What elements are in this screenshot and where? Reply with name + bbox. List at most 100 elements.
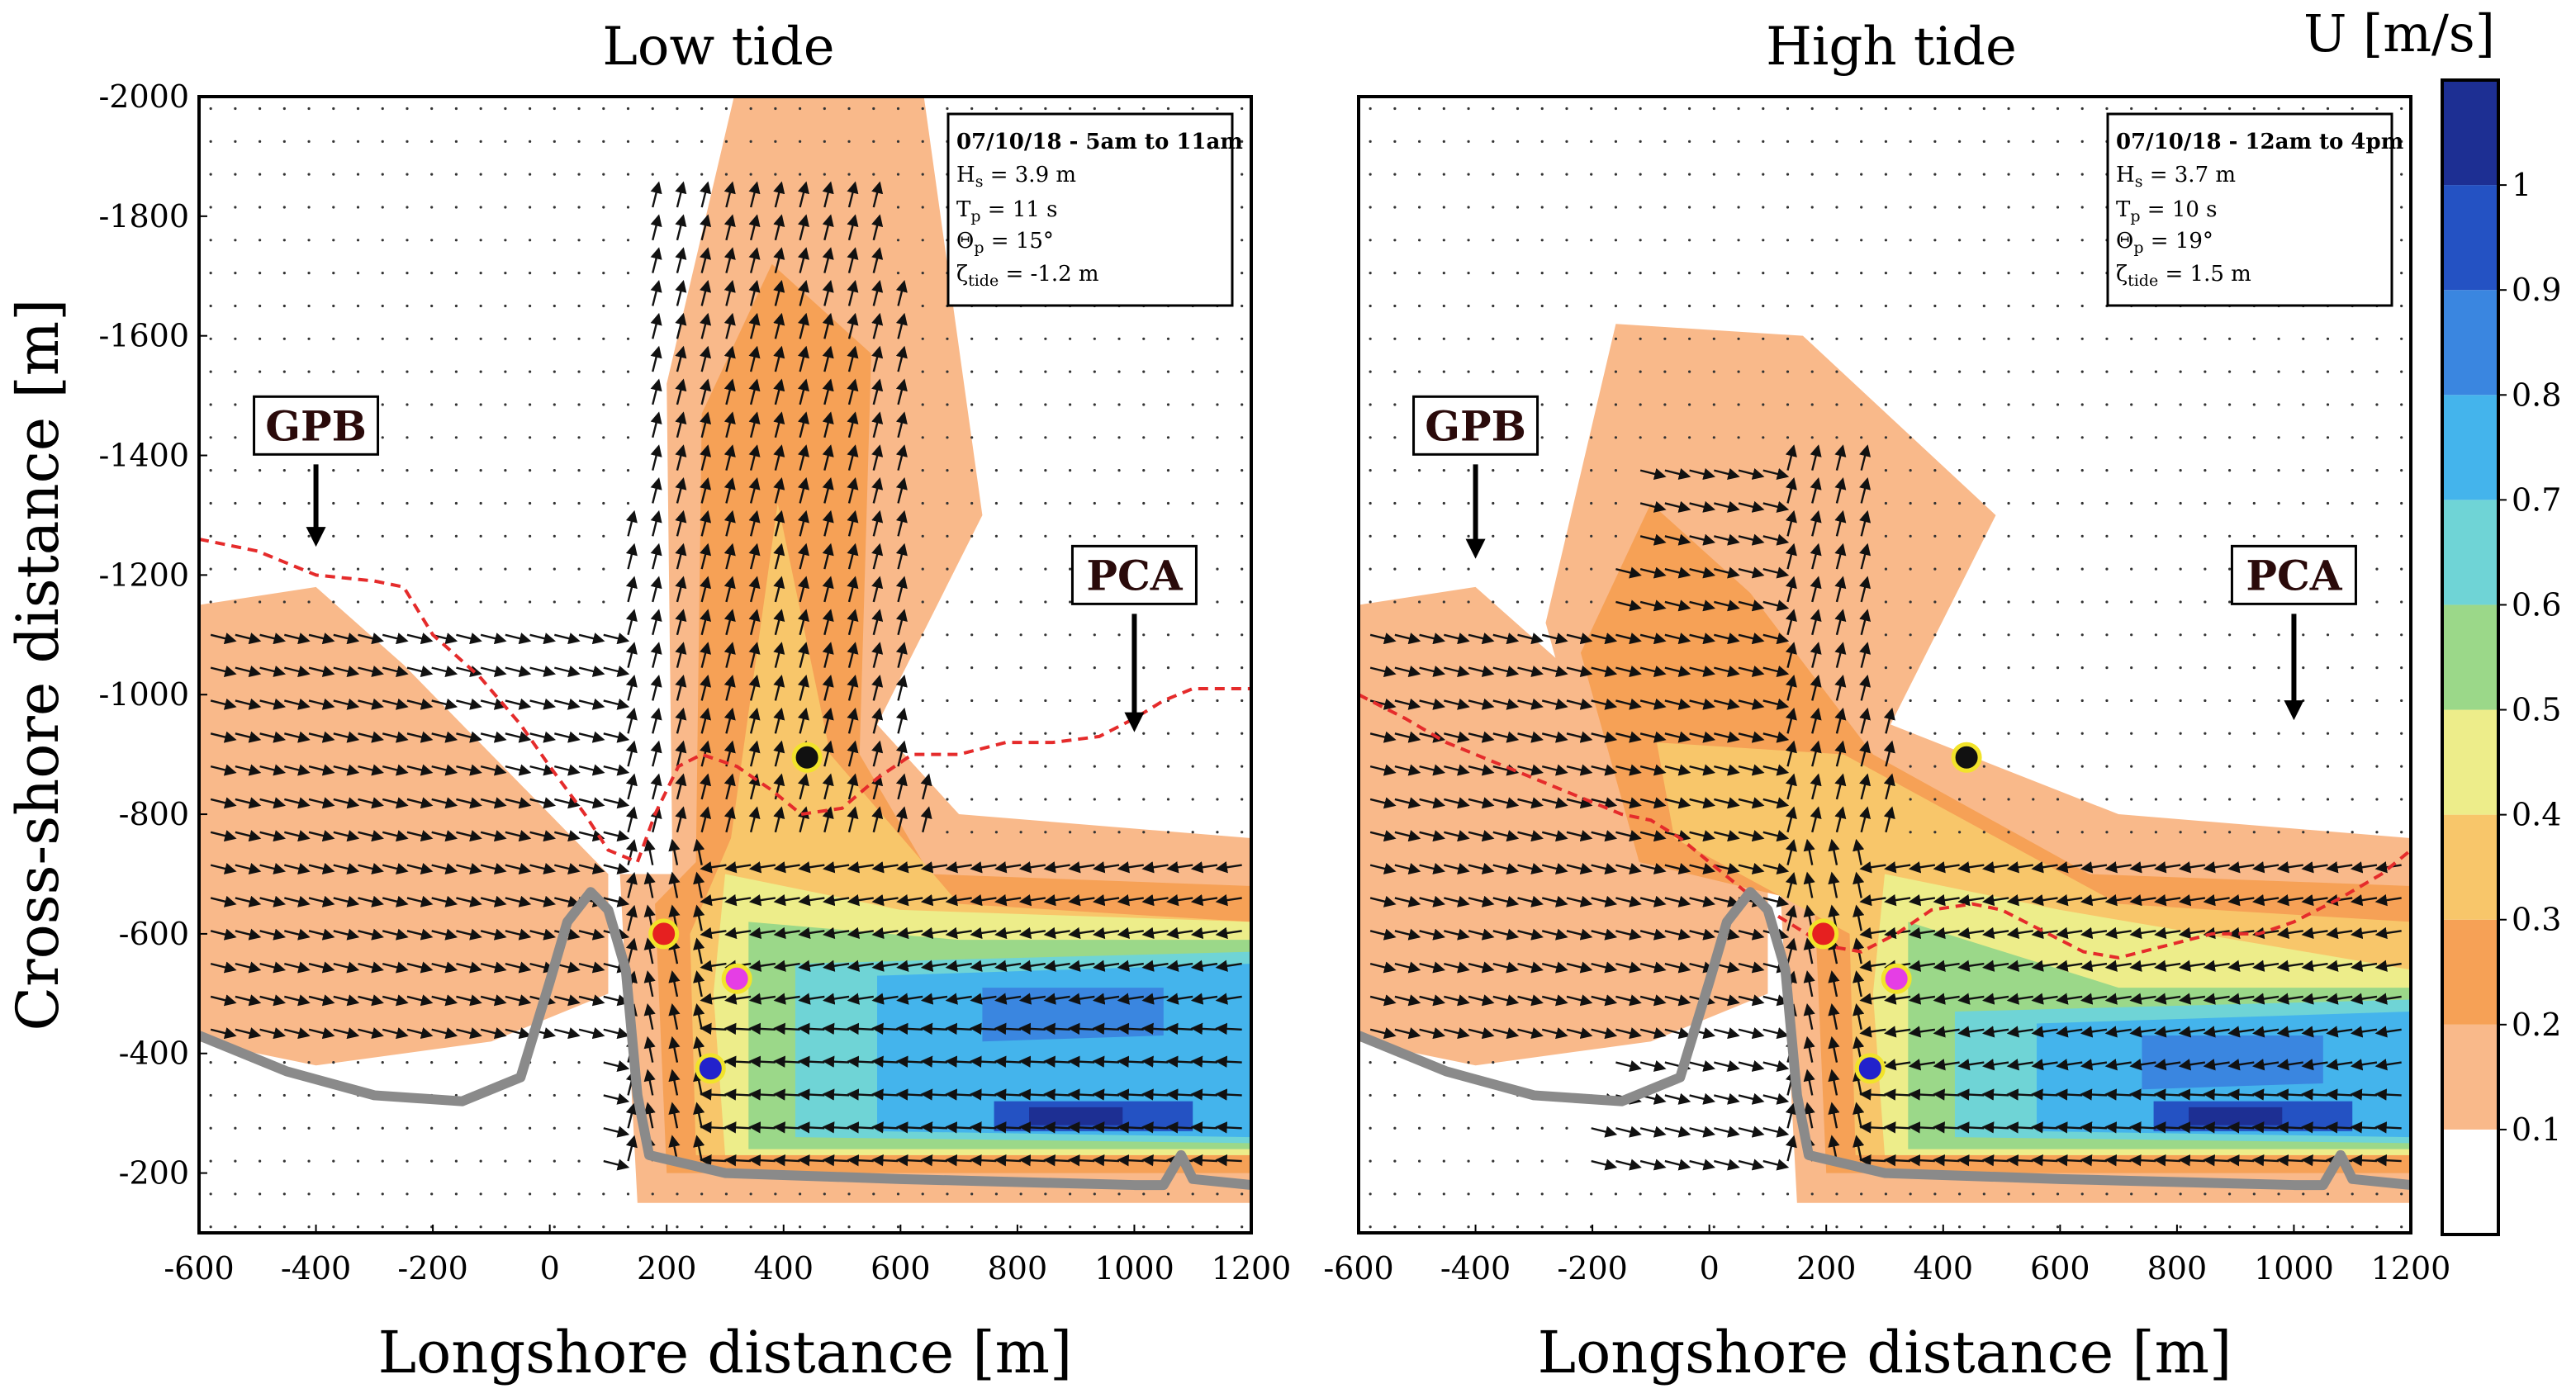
velocity-dot: [2007, 1192, 2010, 1196]
velocity-dot: [1933, 534, 1937, 538]
velocity-dot: [2007, 107, 2010, 111]
velocity-dot: [1540, 304, 1544, 308]
velocity-dot: [1663, 206, 1667, 209]
velocity-arrow: [1639, 928, 1667, 941]
velocity-dot: [1663, 173, 1667, 176]
velocity-dot: [504, 1159, 507, 1163]
velocity-dot: [577, 1192, 581, 1196]
velocity-dot: [1216, 501, 1219, 505]
velocity-arrow: [1738, 666, 1765, 677]
velocity-arrow: [693, 970, 705, 998]
velocity-dot: [946, 567, 949, 571]
velocity-arrow: [1762, 830, 1790, 842]
velocity-dot: [479, 600, 482, 604]
velocity-dot: [724, 140, 728, 143]
velocity-arrow: [456, 1027, 482, 1040]
velocity-arrow: [529, 928, 557, 941]
velocity-dot: [700, 1225, 704, 1229]
velocity-arrow: [259, 731, 287, 743]
velocity-arrow: [700, 1088, 727, 1101]
velocity-arrow: [1785, 576, 1797, 603]
velocity-dot: [529, 370, 532, 373]
velocity-arrow: [1785, 872, 1797, 898]
velocity-dot: [2302, 436, 2305, 439]
velocity-arrow: [1566, 928, 1593, 941]
velocity-arrow: [1664, 633, 1691, 645]
velocity-dot: [1166, 798, 1170, 801]
velocity-dot: [1019, 699, 1022, 703]
velocity-arrow: [1738, 1159, 1765, 1171]
velocity-dot: [1369, 1126, 1372, 1130]
velocity-arrow: [2178, 893, 2206, 907]
velocity-arrow: [895, 675, 908, 701]
velocity-arrow: [1394, 666, 1421, 677]
velocity-dot: [1982, 1192, 1985, 1196]
velocity-dot: [2080, 765, 2084, 768]
velocity-dot: [1166, 831, 1170, 834]
velocity-arrow: [505, 764, 532, 776]
velocity-arrow: [1957, 1154, 1985, 1167]
velocity-dot: [2400, 666, 2403, 670]
velocity-dot: [1418, 107, 1421, 111]
velocity-dot: [921, 370, 924, 373]
velocity-dot: [823, 107, 826, 111]
velocity-arrow: [1541, 862, 1568, 874]
velocity-arrow: [625, 543, 638, 570]
velocity-dot: [1933, 239, 1937, 242]
velocity-dot: [2400, 798, 2403, 801]
velocity-arrow: [1689, 1159, 1716, 1171]
velocity-dot: [602, 304, 605, 308]
velocity-dot: [1393, 1061, 1397, 1064]
velocity-arrow: [505, 731, 532, 743]
velocity-arrow: [1615, 633, 1642, 645]
velocity-dot: [1590, 272, 1593, 275]
velocity-dot: [307, 567, 311, 571]
velocity-dot: [749, 1192, 752, 1196]
velocity-dot: [1393, 1225, 1397, 1229]
velocity-dot: [1492, 173, 1495, 176]
velocity-dot: [1810, 272, 1814, 275]
velocity-dot: [1737, 436, 1740, 439]
velocity-dot: [209, 469, 212, 472]
velocity-dot: [970, 436, 974, 439]
velocity-arrow: [1141, 1154, 1169, 1167]
velocity-arrow: [773, 926, 800, 940]
velocity-dot: [2007, 534, 2010, 538]
velocity-dot: [504, 567, 507, 571]
velocity-arrow: [480, 731, 507, 743]
velocity-arrow: [1068, 993, 1095, 1005]
velocity-arrow: [1566, 698, 1593, 710]
velocity-arrow: [1689, 599, 1716, 612]
velocity-dot: [1860, 1225, 1863, 1229]
velocity-arrow: [1762, 666, 1790, 677]
velocity-arrow: [1639, 599, 1667, 612]
velocity-dot: [209, 1225, 212, 1229]
velocity-dot: [2080, 304, 2084, 308]
velocity-dot: [2227, 567, 2232, 571]
velocity-dot: [749, 173, 752, 176]
site-label-pca: PCA: [2246, 551, 2342, 599]
velocity-arrow: [871, 707, 884, 734]
velocity-arrow: [1785, 773, 1797, 800]
velocity-dot: [356, 1061, 360, 1064]
velocity-arrow: [333, 764, 360, 776]
velocity-dot: [2032, 140, 2035, 143]
velocity-dot: [553, 272, 556, 275]
velocity-arrow: [2104, 861, 2132, 874]
velocity-dot: [430, 140, 434, 143]
velocity-dot: [1442, 1126, 1445, 1130]
velocity-arrow: [650, 477, 662, 504]
velocity-dot: [234, 403, 237, 406]
velocity-dot: [2400, 699, 2403, 703]
velocity-dot: [1117, 107, 1121, 111]
velocity-arrow: [1908, 1088, 1935, 1101]
velocity-arrow: [358, 1027, 384, 1040]
velocity-dot: [1663, 1225, 1667, 1229]
velocity-dot: [234, 1061, 237, 1064]
velocity-dot: [1369, 337, 1372, 340]
velocity-dot: [1142, 1225, 1146, 1229]
velocity-dot: [2154, 370, 2158, 373]
velocity-dot: [1492, 370, 1495, 373]
velocity-arrow: [431, 994, 458, 1007]
velocity-dot: [2375, 1225, 2379, 1229]
